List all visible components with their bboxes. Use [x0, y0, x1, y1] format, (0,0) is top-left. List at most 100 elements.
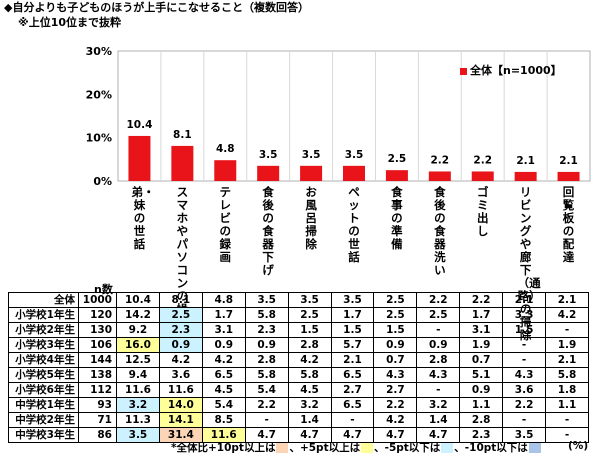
table-cell: 9.4: [116, 367, 160, 383]
table-cell: 4.8: [201, 292, 246, 308]
table-cell: 2.7: [373, 382, 418, 398]
chart-title: ◆自分よりも子どものほうが上手にこなせること（複数回答）: [4, 1, 310, 14]
data-label: 2.1: [559, 155, 578, 167]
table-cell: 16.0: [116, 337, 160, 353]
table-cell: 8.5: [201, 412, 246, 428]
table-cell: 3.5: [244, 292, 289, 308]
table-cell: 3.2: [287, 397, 332, 413]
table-cell: 5.4: [244, 382, 289, 398]
table-row: 中学校1年生 93 3.2 14.0 5.4 2.2 3.2 6.5 2.2 3.2 1.1 2.2 1…: [8, 397, 589, 413]
category-label: 弟・妹の世話: [131, 185, 155, 251]
table-row: 中学校3年生 86 3.5 31.4 11.6 4.7 4.7 4.7 4.7 4.7 2.3 3.5…: [8, 427, 589, 443]
legend-yellow-box: [361, 443, 374, 453]
table-cell: -: [545, 427, 589, 443]
bar: [128, 135, 151, 181]
table-cell: 5.8: [545, 367, 589, 383]
y-tick-label: 20%: [86, 88, 112, 101]
table-cell: 4.3: [373, 367, 418, 383]
row-label: 中学校3年生: [8, 427, 79, 443]
table-cell: 3.5: [287, 292, 332, 308]
table-row: 小学校4年生 144 12.5 4.2 4.2 2.8 4.2 2.1 0.7 2.8 0.7-2.…: [8, 352, 589, 368]
table-cell: 3.6: [158, 367, 203, 383]
table-cell: 4.2: [545, 307, 589, 323]
table-cell: 6.5: [201, 367, 246, 383]
table-cell: 2.3: [244, 322, 289, 338]
table-cell: 1.7: [330, 307, 375, 323]
bar: [257, 165, 280, 181]
row-n: 130: [78, 322, 117, 338]
table-cell: 4.7: [373, 427, 418, 443]
table-cell: 12.5: [116, 352, 160, 368]
legend-swatch: [460, 67, 467, 75]
table-cell: 5.8: [287, 367, 332, 383]
footnote-text: 、-10pt以下は: [454, 442, 528, 454]
row-n: 144: [78, 352, 117, 368]
table-cell: 3.2: [416, 397, 461, 413]
bar: [385, 170, 408, 181]
data-label: 2.2: [473, 154, 492, 166]
table-cell: 2.3: [158, 322, 203, 338]
row-label: 小学校1年生: [8, 307, 79, 323]
table-cell: 1.7: [201, 307, 246, 323]
table-cell: 6.5: [330, 397, 375, 413]
data-label: 2.1: [516, 155, 535, 167]
table-cell: -: [545, 322, 589, 338]
row-n: 93: [78, 397, 117, 413]
table-cell: 4.2: [373, 412, 418, 428]
bar: [471, 171, 494, 181]
table-cell: 11.3: [116, 412, 160, 428]
legend: 全体【n=1000】: [460, 62, 562, 78]
table-cell: 2.2: [373, 397, 418, 413]
table-cell: 2.8: [244, 352, 289, 368]
table-cell: 2.2: [502, 397, 547, 413]
table-cell: 11.6: [158, 382, 203, 398]
table-cell: 4.7: [416, 427, 461, 443]
table-cell: 1.1: [545, 397, 589, 413]
table-cell: 2.8: [416, 352, 461, 368]
table-cell: 3.3: [502, 307, 547, 323]
table-cell: 9.2: [116, 322, 160, 338]
table-cell: 3.2: [116, 397, 160, 413]
table-cell: 10.4: [116, 292, 160, 308]
table-cell: 2.5: [373, 307, 418, 323]
data-label: 2.5: [388, 153, 407, 165]
y-tick-label: 0%: [93, 175, 112, 188]
bar: [514, 171, 537, 181]
table-cell: 31.4: [158, 427, 203, 443]
table-cell: -: [416, 322, 461, 338]
table-cell: 5.8: [244, 367, 289, 383]
table-cell: 5.4: [201, 397, 246, 413]
table-cell: 4.3: [416, 367, 461, 383]
chart-subtitle: ※上位10位まで抜粋: [18, 16, 122, 29]
table-cell: 14.1: [158, 412, 203, 428]
bar: [171, 145, 194, 181]
table-cell: -: [545, 412, 589, 428]
table-cell: 0.7: [373, 352, 418, 368]
table-cell: 2.1: [330, 352, 375, 368]
table-cell: -: [502, 352, 547, 368]
row-label: 全体: [8, 292, 79, 308]
table-cell: 4.5: [201, 382, 246, 398]
table-row: 小学校2年生 130 9.2 2.3 3.1 2.3 1.5 1.5 1.5-3.1 1.5-: [8, 322, 589, 338]
table-cell: 2.7: [330, 382, 375, 398]
legend-orange-box: [276, 443, 289, 453]
table-cell: 4.3: [502, 367, 547, 383]
row-label: 小学校6年生: [8, 382, 79, 398]
footnote-text: 、-5pt以下は: [374, 442, 441, 454]
breakdown-table: 全体 1000 10.4 8.1 4.8 3.5 3.5 3.5 2.5 2.2 2.2 2.1 2.1…: [8, 292, 589, 443]
data-label: 3.5: [259, 149, 278, 161]
table-cell: 4.7: [244, 427, 289, 443]
table-cell: 2.5: [416, 307, 461, 323]
bar: [428, 171, 451, 181]
footnote-text: 、+5pt以上は: [289, 442, 361, 454]
bar: [300, 165, 323, 181]
table-cell: 1.4: [416, 412, 461, 428]
table-cell: 3.5: [116, 427, 160, 443]
table-cell: 3.6: [502, 382, 547, 398]
row-label: 小学校2年生: [8, 322, 79, 338]
table-cell: 0.9: [201, 337, 246, 353]
table-cell: 1.4: [287, 412, 332, 428]
y-tick-label: 30%: [86, 45, 112, 58]
table-cell: -: [502, 412, 547, 428]
footnote-text: +10pt以上は: [208, 442, 276, 454]
